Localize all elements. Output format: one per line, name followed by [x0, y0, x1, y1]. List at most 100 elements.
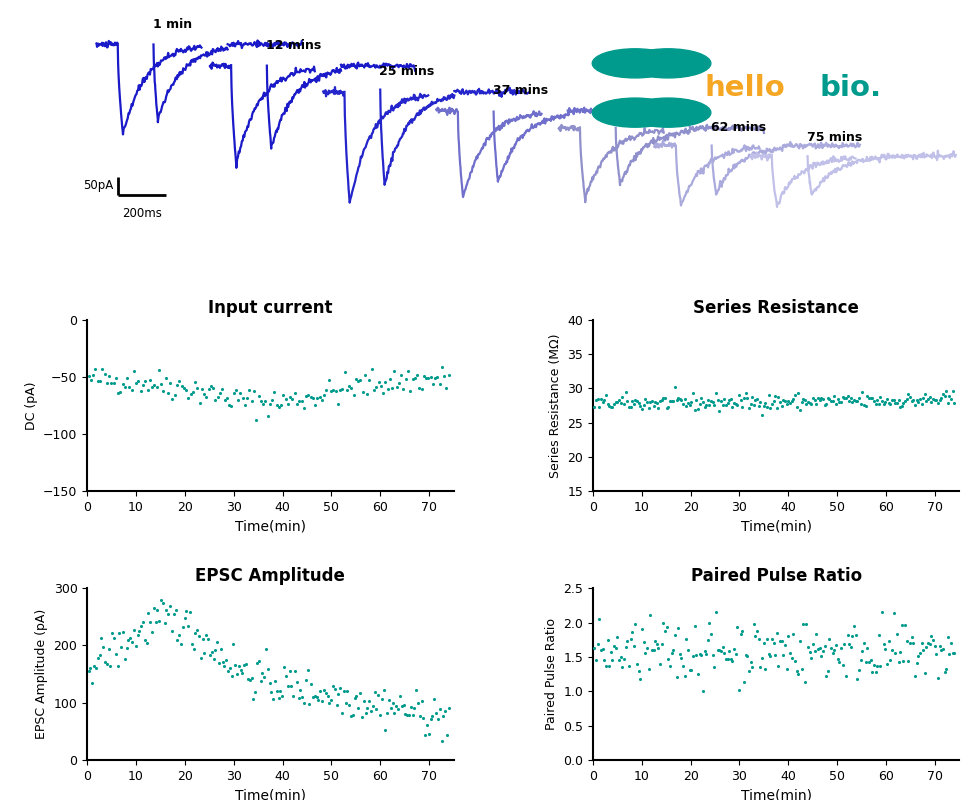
Point [906, 636, 922, 649]
Point [879, 393, 894, 406]
Point [356, 694, 371, 707]
Point [786, 628, 801, 641]
Point [361, 374, 377, 386]
Point [766, 637, 781, 650]
Point [153, 594, 169, 606]
Point [797, 675, 813, 688]
Point [334, 382, 350, 395]
Point [689, 394, 704, 406]
Point [298, 673, 314, 686]
Point [262, 676, 277, 689]
Point [278, 670, 294, 682]
Point [765, 397, 780, 410]
Point [142, 373, 158, 386]
Point [228, 383, 243, 396]
Point [588, 654, 604, 666]
Point [293, 684, 308, 697]
Point [807, 644, 823, 657]
Point [111, 626, 127, 639]
Point [848, 629, 863, 642]
Point [436, 370, 452, 382]
Point [713, 395, 729, 408]
Point [320, 689, 335, 702]
Point [657, 625, 672, 638]
Point [852, 664, 867, 677]
Point [789, 400, 804, 413]
Point [146, 378, 162, 391]
Point [153, 377, 169, 390]
Y-axis label: DC (pA): DC (pA) [24, 382, 38, 430]
Point [238, 658, 254, 671]
Point [815, 392, 830, 405]
Point [805, 638, 821, 650]
Point [843, 392, 859, 405]
Point [86, 660, 102, 673]
Point [176, 611, 192, 624]
Point [690, 667, 705, 680]
Point [387, 364, 402, 377]
Point [909, 394, 924, 407]
Point [432, 378, 448, 390]
Point [259, 642, 274, 655]
Point [298, 390, 314, 402]
Point [590, 638, 606, 650]
Point [713, 644, 729, 657]
Point [721, 645, 736, 658]
Point [805, 391, 821, 404]
Point [814, 650, 829, 662]
Point [685, 386, 701, 399]
Point [380, 707, 395, 720]
Point [246, 384, 262, 397]
Point [305, 391, 321, 404]
Point [439, 728, 454, 741]
Point [403, 700, 419, 713]
Point [888, 646, 903, 659]
Point [239, 392, 255, 405]
Point [763, 402, 778, 414]
Point [337, 366, 353, 378]
Point [395, 699, 411, 712]
Point [631, 397, 646, 410]
Point [702, 616, 717, 629]
Point [427, 371, 443, 384]
Point [947, 646, 962, 659]
Point [378, 375, 393, 388]
Point [209, 635, 225, 648]
Point [92, 649, 108, 662]
Point [429, 371, 445, 384]
Point [160, 386, 175, 399]
Point [249, 657, 265, 670]
Point [833, 641, 849, 654]
Point [359, 388, 375, 401]
Point [600, 634, 615, 647]
Point [933, 643, 949, 656]
Point [205, 653, 221, 666]
Point [410, 697, 425, 710]
Point [845, 396, 860, 409]
Point [763, 650, 778, 662]
Point [361, 694, 377, 707]
Point [668, 380, 683, 393]
Point [843, 641, 859, 654]
Point [860, 390, 875, 402]
Point [777, 394, 793, 407]
Point [642, 609, 658, 622]
Point [616, 653, 632, 666]
Point [330, 688, 346, 701]
Point [876, 638, 891, 650]
Point [922, 638, 938, 650]
Point [753, 396, 768, 409]
Point [144, 626, 160, 638]
Point [267, 674, 283, 687]
Point [109, 648, 124, 661]
Point [313, 685, 328, 698]
Point [324, 384, 339, 397]
Point [881, 634, 896, 647]
Point [652, 657, 668, 670]
Point [348, 372, 363, 385]
Point [170, 634, 185, 646]
Point [344, 382, 359, 394]
Point [645, 644, 661, 657]
Point [835, 390, 851, 403]
Point [621, 660, 637, 673]
